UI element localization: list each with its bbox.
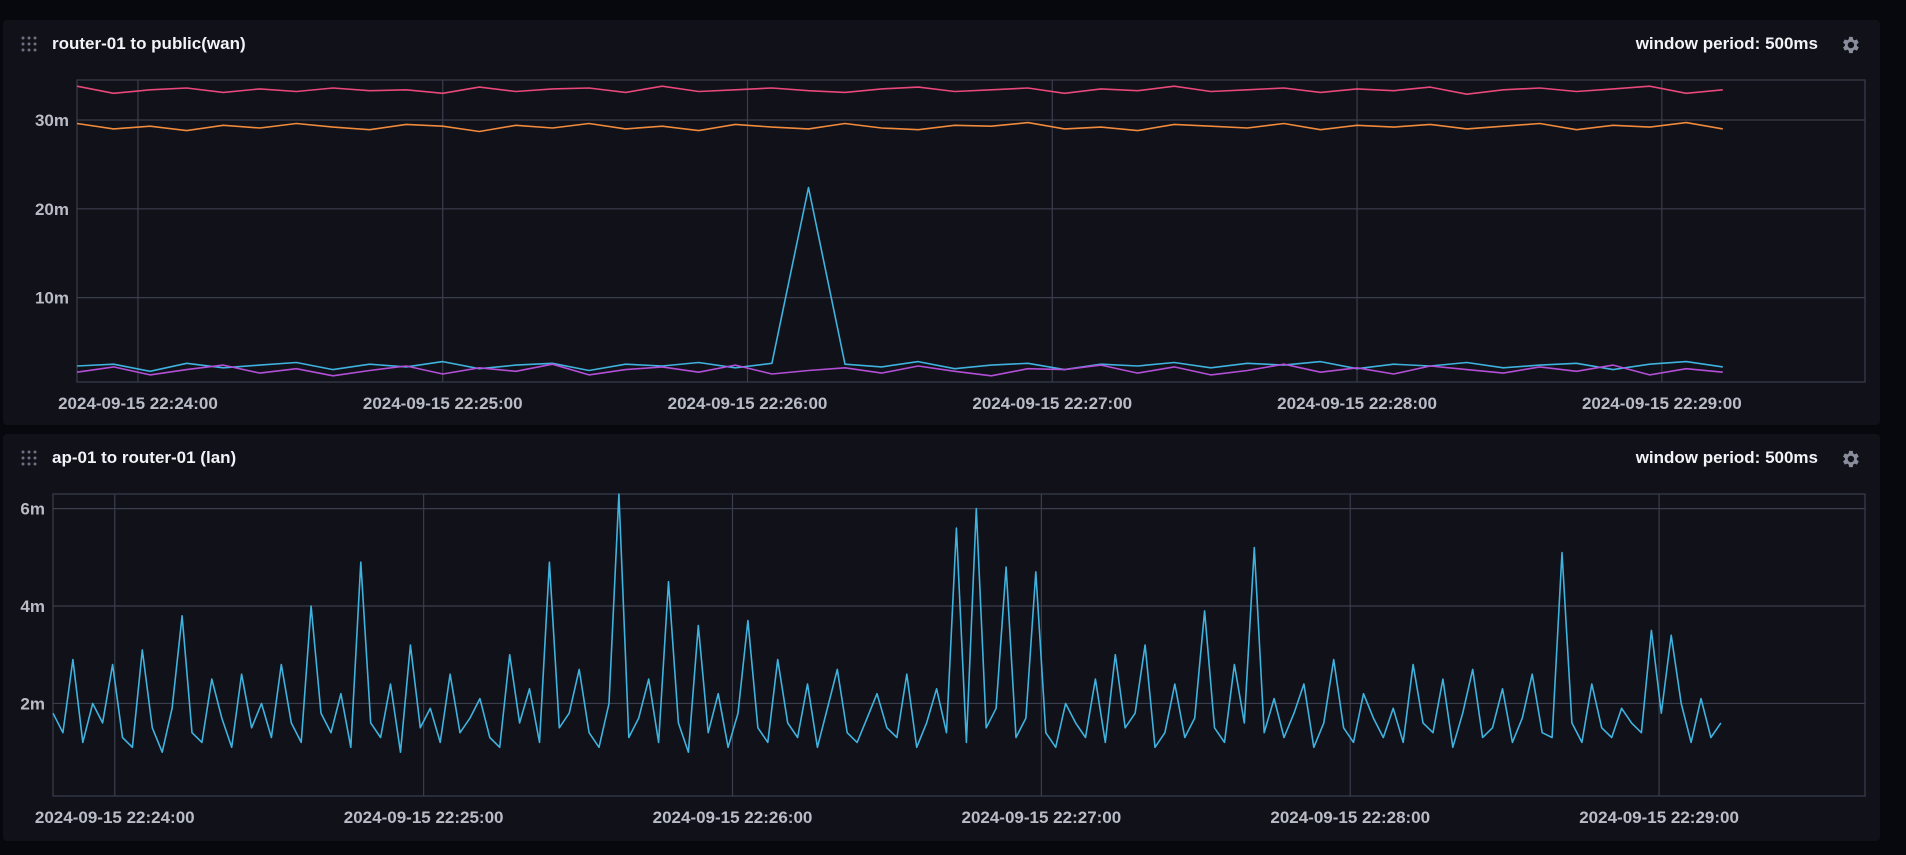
wan-latency-chart[interactable]: 10m 20m 30m 2024-09-15 22:24:00 2024-09-15 2… — [3, 20, 1880, 425]
x-tick-label: 2024-09-15 22:28:00 — [1277, 394, 1437, 413]
series-line — [76, 186, 1723, 373]
y-tick-label: 2m — [20, 694, 45, 713]
series-line — [52, 493, 1722, 754]
y-tick-label: 30m — [35, 111, 69, 130]
dashboard-cell-lan: ap-01 to router-01 (lan) window period: … — [3, 434, 1880, 841]
plot-frame — [76, 79, 1866, 383]
dashboard-cell-wan: router-01 to public(wan) window period: … — [3, 20, 1880, 425]
window-period-label: window period: 500ms — [1635, 34, 1818, 53]
series-line — [76, 363, 1723, 377]
series-line — [76, 85, 1723, 95]
x-tick-label: 2024-09-15 22:24:00 — [58, 394, 218, 413]
x-tick-label: 2024-09-15 22:28:00 — [1270, 808, 1430, 827]
window-period-label: window period: 500ms — [1635, 448, 1818, 467]
x-tick-label: 2024-09-15 22:29:00 — [1582, 394, 1742, 413]
y-tick-label: 20m — [35, 200, 69, 219]
x-tick-label: 2024-09-15 22:29:00 — [1579, 808, 1739, 827]
x-tick-label: 2024-09-15 22:25:00 — [363, 394, 523, 413]
gear-icon[interactable] — [1839, 34, 1861, 56]
y-tick-label: 10m — [35, 289, 69, 308]
drag-handle-icon[interactable] — [20, 449, 38, 467]
series-line — [76, 121, 1723, 133]
x-tick-label: 2024-09-15 22:26:00 — [653, 808, 813, 827]
x-tick-label: 2024-09-15 22:27:00 — [972, 394, 1132, 413]
cell-header: router-01 to public(wan) window period: … — [3, 20, 1880, 68]
y-tick-label: 4m — [20, 597, 45, 616]
x-tick-label: 2024-09-15 22:25:00 — [344, 808, 504, 827]
y-tick-label: 6m — [20, 500, 45, 519]
cell-title: ap-01 to router-01 (lan) — [52, 448, 237, 467]
lan-latency-chart[interactable]: 2m 4m 6m 2024-09-15 22:24:00 2024-09-15 22:2… — [3, 434, 1880, 841]
x-tick-label: 2024-09-15 22:24:00 — [35, 808, 195, 827]
cell-header: ap-01 to router-01 (lan) window period: … — [3, 434, 1880, 482]
cell-title: router-01 to public(wan) — [52, 34, 246, 53]
x-tick-label: 2024-09-15 22:26:00 — [668, 394, 828, 413]
gear-icon[interactable] — [1839, 448, 1861, 470]
x-tick-label: 2024-09-15 22:27:00 — [961, 808, 1121, 827]
drag-handle-icon[interactable] — [20, 35, 38, 53]
plot-frame — [52, 493, 1866, 797]
